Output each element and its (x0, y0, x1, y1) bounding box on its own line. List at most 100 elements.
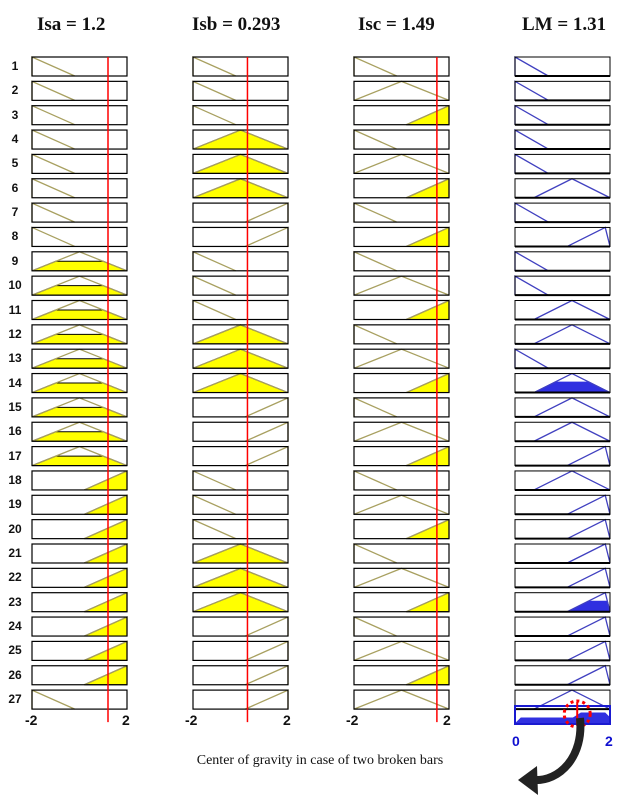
rule-output-box (514, 105, 611, 126)
membership-function (192, 55, 237, 77)
membership-function (244, 421, 289, 442)
rule-number: 18 (8, 472, 22, 487)
curved-arrow-icon (532, 717, 585, 785)
membership-function (353, 567, 450, 588)
rule-input-box (192, 105, 289, 126)
activation-fill (31, 382, 128, 394)
activation-fill (31, 309, 128, 320)
membership-function (192, 104, 237, 126)
rule-input-box (31, 153, 128, 174)
output-membership-function (533, 299, 611, 321)
rule-input-box (31, 178, 128, 199)
output-membership-function (566, 664, 611, 686)
rule-input-box (353, 251, 450, 272)
rule-input-box (353, 519, 450, 540)
activation-fill (31, 358, 128, 369)
rule-number: 20 (8, 521, 22, 536)
membership-function (192, 469, 237, 491)
rule-input-box (31, 56, 128, 77)
rule-output-box (514, 689, 611, 710)
output-activation-fill (567, 600, 611, 613)
output-membership-function (566, 518, 611, 540)
rule-input-box (192, 226, 289, 248)
output-membership-function (533, 470, 611, 491)
rule-number: 16 (8, 424, 22, 439)
rule-output-box (514, 592, 611, 613)
membership-function (244, 640, 289, 661)
rule-input-box (31, 299, 128, 321)
rule-input-box (353, 129, 450, 150)
rule-input-box (192, 178, 289, 199)
rule-number: 7 (11, 205, 19, 220)
rule-input-box (192, 592, 289, 613)
rule-output-box (514, 543, 611, 564)
rule-number: 22 (8, 570, 22, 585)
axis-max-isa: 2 (122, 712, 130, 728)
output-membership-function (514, 275, 549, 296)
output-membership-function (566, 616, 611, 637)
membership-function (31, 177, 76, 199)
output-membership-function (566, 494, 611, 515)
activation-fill (192, 373, 289, 394)
rule-input-box (192, 616, 289, 637)
membership-function (353, 396, 398, 418)
rule-output-box (514, 275, 611, 296)
membership-function (353, 129, 398, 150)
rule-input-box (192, 665, 289, 686)
rule-input-box (192, 56, 289, 77)
rule-output-box (514, 300, 611, 320)
rule-input-box (353, 421, 450, 442)
rule-input-box (31, 105, 128, 126)
rule-input-box (192, 567, 289, 588)
rule-number: 14 (8, 375, 22, 390)
rule-input-box (31, 372, 128, 394)
membership-function (244, 445, 289, 467)
rule-input-box (353, 592, 450, 613)
activation-fill (192, 567, 289, 588)
rule-number: 19 (8, 497, 22, 512)
rule-number: 10 (8, 278, 22, 293)
membership-function (244, 226, 289, 248)
axis-max-isb: 2 (283, 712, 291, 728)
membership-function (244, 396, 289, 418)
rule-output-box (514, 616, 611, 637)
rule-input-box (353, 689, 450, 710)
rule-input-box (31, 324, 128, 345)
rule-output-box (514, 226, 611, 247)
rule-number: 3 (11, 107, 19, 122)
membership-function (31, 202, 76, 223)
rule-input-box (353, 470, 450, 491)
rule-input-box (31, 543, 128, 564)
header-isb: Isb = 0.293 (192, 14, 281, 35)
rule-input-box (353, 567, 450, 588)
membership-function (31, 80, 76, 101)
rule-input-box (192, 348, 289, 369)
output-membership-function (566, 640, 611, 661)
axis-min-isb: -2 (185, 712, 198, 728)
membership-function (353, 542, 398, 564)
output-membership-function (533, 421, 611, 442)
rule-number: 26 (8, 667, 22, 682)
activation-fill (192, 543, 289, 564)
rule-number: 2 (11, 83, 19, 98)
output-membership-function (566, 543, 611, 564)
rule-output-box (514, 665, 611, 686)
rule-input-box (31, 470, 128, 491)
rule-output-box (514, 153, 611, 174)
membership-function (244, 202, 289, 223)
rule-input-box (31, 640, 128, 662)
rule-number: 15 (8, 399, 22, 414)
rule-input-box (192, 494, 289, 515)
membership-function (244, 689, 289, 710)
membership-function (353, 323, 398, 345)
rule-input-box (192, 202, 289, 223)
output-membership-function (514, 153, 549, 174)
output-membership-function (514, 201, 549, 223)
rule-number: 4 (11, 132, 19, 147)
rule-output-box (514, 397, 611, 418)
rule-output-box (514, 324, 611, 345)
rule-input-box (31, 226, 128, 248)
arrow-head-icon (518, 766, 538, 795)
output-membership-function (533, 178, 611, 199)
output-membership-function (514, 55, 549, 77)
